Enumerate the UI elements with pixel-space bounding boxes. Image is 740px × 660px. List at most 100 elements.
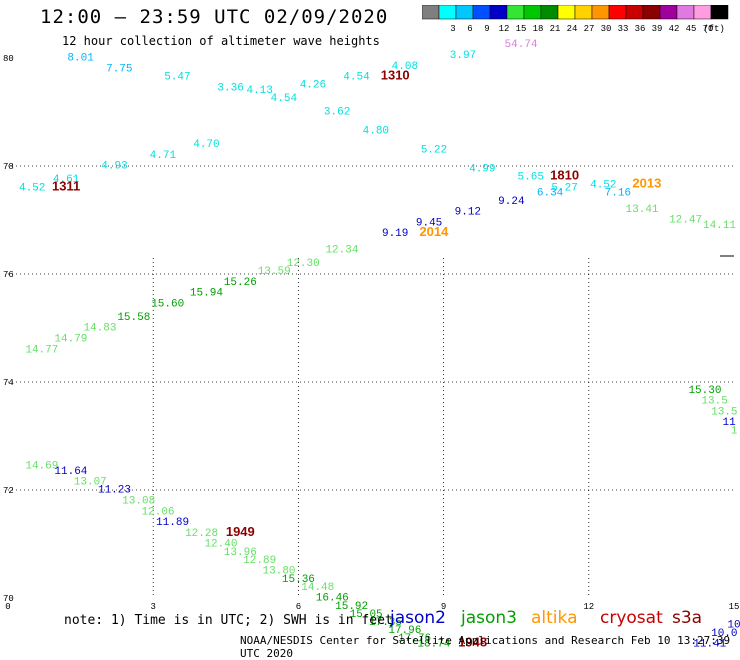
- legend-swatch: [710, 5, 729, 20]
- pass-time-label: 1310: [381, 68, 410, 83]
- wave-height-label: 11.89: [156, 517, 189, 529]
- y-tick-label: 72: [3, 486, 14, 496]
- wave-height-label: 4.08: [392, 61, 418, 73]
- pass-time-label: 1948: [458, 635, 487, 650]
- wave-height-label: 8.01: [67, 53, 94, 65]
- wave-height-label: 13.5: [701, 396, 727, 408]
- wave-height-label: 14.77: [25, 344, 58, 356]
- wave-height-label: 18.74: [417, 639, 450, 650]
- legend-tick-label: 12: [499, 24, 510, 34]
- legend-tick-label: 24: [567, 24, 578, 34]
- y-tick-label: 80: [3, 54, 14, 64]
- wave-height-label: 15.58: [117, 312, 150, 324]
- satellite-label-jason3: jason3: [461, 608, 517, 628]
- wave-height-label: 12.34: [325, 244, 358, 256]
- wave-height-label: 15.36: [282, 574, 315, 586]
- wave-height-label: 15.60: [151, 298, 184, 310]
- wave-height-label: 12.89: [243, 555, 276, 567]
- wave-height-label: 6.34: [537, 188, 564, 200]
- wave-height-label: 7.16: [605, 188, 631, 200]
- wave-height-label: 14.69: [25, 460, 58, 472]
- x-tick-label: 0: [5, 602, 10, 612]
- wave-height-label: 9.24: [498, 196, 525, 208]
- legend-tick-label: 36: [635, 24, 646, 34]
- x-tick-labels: 0 3 6 9 12 15: [5, 602, 739, 612]
- grid-lines: [8, 165, 734, 598]
- wave-height-label: 3.36: [217, 82, 243, 94]
- wave-height-label: 3.62: [324, 107, 350, 119]
- wave-height-label: 4.52: [19, 182, 45, 194]
- wave-height-label: 4.99: [469, 163, 495, 175]
- legend-tick-label: 45: [686, 24, 697, 34]
- wave-height-label: 9.45: [416, 217, 442, 229]
- wave-height-label: 15.30: [688, 385, 721, 397]
- wave-height-label: 4.93: [101, 161, 127, 173]
- wave-height-label: 7.75: [106, 64, 132, 76]
- wave-height-label: 4.54: [271, 93, 298, 105]
- wave-height-label: 4.71: [150, 150, 177, 162]
- wave-height-label: 16.46: [316, 593, 349, 605]
- wave-height-label: 4.52: [590, 180, 616, 192]
- y-tick-labels: 70 72 74 76 78 80: [3, 54, 14, 604]
- satellite-label-s3a: s3a: [672, 608, 703, 628]
- wave-height-label: 13.08: [122, 496, 155, 508]
- wave-height-label: 12.06: [142, 506, 175, 518]
- footer-note: note: 1) Time is in UTC; 2) SWH is in fe…: [64, 613, 393, 628]
- legend-tick-label: 33: [618, 24, 629, 34]
- legend-tick-label: 6: [467, 24, 472, 34]
- wave-height-label: 14.79: [54, 334, 87, 346]
- wave-height-label: 15.05: [350, 609, 383, 621]
- chart-title: 12:00 — 23:59 UTC 02/09/2020: [40, 6, 389, 28]
- wave-height-label: 10.0: [711, 628, 737, 640]
- wave-height-label: 12.40: [204, 539, 237, 551]
- wave-height-label: 4.54: [343, 72, 370, 84]
- wave-height-label: 11.41: [693, 639, 726, 650]
- wave-height-label: 17.96: [388, 625, 421, 637]
- pass-time-label: 2014: [419, 224, 449, 239]
- pass-time-label: 2013: [632, 176, 661, 191]
- wave-height-label: 4.61: [53, 174, 80, 186]
- wave-height-label: 5.22: [421, 145, 447, 157]
- y-tick-label: 78: [3, 162, 14, 172]
- wave-height-label: 17.35: [369, 617, 402, 629]
- wave-height-label: 11.64: [54, 466, 87, 478]
- wave-height-label: 15.92: [335, 601, 368, 613]
- wave-height-label: 11.23: [98, 485, 131, 497]
- wave-height-label: 4.70: [193, 139, 219, 151]
- wave-height-label: 12.30: [287, 258, 320, 270]
- x-tick-label: 3: [150, 602, 155, 612]
- wave-height-label: 17.76: [398, 633, 431, 645]
- wave-height-label: 13.41: [626, 204, 659, 216]
- color-scale-legend: 3 6 9 12 15 18 21 24 27 30 33 36 39 42 45 70(ft): [422, 5, 729, 34]
- x-tick-label: 15: [729, 602, 740, 612]
- y-tick-label: 74: [3, 378, 14, 388]
- wave-height-label: 5.65: [518, 172, 544, 184]
- wave-height-label: 13.96: [224, 547, 257, 559]
- y-tick-label: 70: [3, 594, 14, 604]
- legend-tick-label: 15: [516, 24, 527, 34]
- wave-height-label: 14.11: [703, 220, 736, 232]
- satellite-label-altika: altika: [531, 608, 578, 628]
- legend-tick-label: 9: [484, 24, 489, 34]
- data-labels: 4.524.6113118.017.754.934.715.474.703.36…: [19, 39, 740, 650]
- legend-tick-label: 21: [550, 24, 561, 34]
- wave-height-label: 13.07: [74, 477, 107, 489]
- wave-height-label: 5.27: [551, 182, 577, 194]
- wave-height-label: 54.74: [505, 39, 538, 51]
- wave-height-label: 4.26: [300, 80, 326, 92]
- wave-height-label: 13.59: [258, 266, 291, 278]
- wave-height-label: 11: [723, 417, 737, 429]
- legend-tick-label: 70: [703, 24, 714, 34]
- x-tick-label: 6: [296, 602, 301, 612]
- wave-height-label: 3.97: [450, 50, 476, 62]
- pass-time-label: 1810: [550, 168, 579, 183]
- wave-height-label: 15.26: [224, 277, 257, 289]
- satellite-label-cryosat: cryosat: [600, 608, 663, 628]
- wave-height-label: 14.83: [83, 323, 116, 335]
- y-tick-label: 76: [3, 270, 14, 280]
- satellite-label-jason2: jason2: [390, 608, 446, 628]
- wave-height-label: 13.5: [711, 406, 737, 418]
- wave-height-label: 13.80: [263, 566, 296, 578]
- legend-tick-label: 30: [601, 24, 612, 34]
